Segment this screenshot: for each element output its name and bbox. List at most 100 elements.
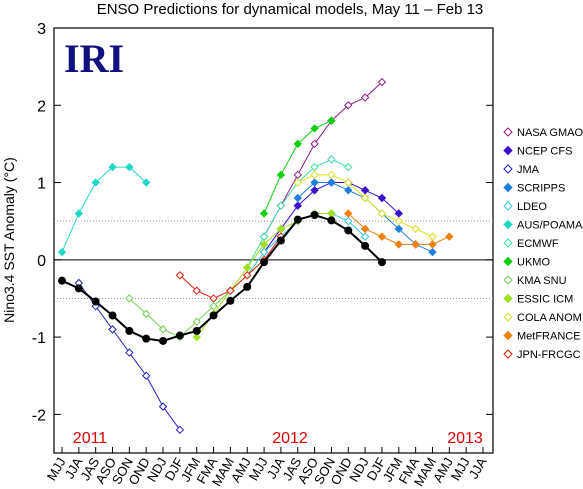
- point: [125, 294, 134, 303]
- point: [293, 178, 302, 187]
- y-tick-label: 0: [37, 253, 46, 270]
- point: [344, 226, 353, 235]
- point: [293, 170, 302, 180]
- point: [360, 186, 370, 195]
- point: [411, 240, 420, 249]
- point: [394, 209, 404, 218]
- x-tick-label: JJA: [466, 455, 490, 482]
- point: [344, 162, 353, 172]
- point: [158, 325, 168, 334]
- brand: IRI: [64, 36, 124, 81]
- legend-label: UKMO: [517, 257, 550, 269]
- point: [428, 232, 437, 241]
- point: [327, 216, 336, 225]
- point: [327, 116, 336, 125]
- legend-marker: [503, 256, 513, 267]
- point: [259, 247, 269, 257]
- point: [209, 301, 218, 311]
- series-line: [61, 213, 383, 342]
- series-line: [61, 166, 147, 253]
- point: [74, 284, 83, 293]
- point: [125, 162, 134, 172]
- point: [209, 311, 218, 320]
- point: [159, 336, 168, 345]
- point: [192, 286, 201, 295]
- point: [377, 193, 387, 203]
- legend-marker: [503, 312, 513, 322]
- point: [377, 258, 386, 267]
- point: [394, 216, 404, 226]
- legend-label: NASA GMAO: [517, 127, 583, 139]
- point: [243, 282, 252, 291]
- point: [360, 193, 370, 203]
- point: [293, 193, 302, 203]
- point: [276, 201, 286, 210]
- point: [344, 178, 353, 187]
- point: [327, 178, 336, 187]
- point: [394, 240, 404, 249]
- point: [141, 371, 151, 380]
- legend-marker: [503, 219, 513, 230]
- point: [243, 263, 252, 272]
- legend-marker: [503, 182, 513, 193]
- point: [344, 186, 353, 195]
- point: [192, 317, 201, 326]
- y-tick-label: -2: [32, 407, 46, 424]
- point: [226, 286, 235, 295]
- legend-label: ESSIC ICM: [517, 294, 573, 306]
- y-tick-label: 2: [37, 98, 46, 115]
- point: [344, 209, 353, 218]
- point: [142, 334, 151, 343]
- point: [327, 170, 336, 180]
- point: [276, 236, 285, 245]
- point: [226, 296, 235, 305]
- legend-label: JMA: [517, 164, 540, 176]
- point: [344, 101, 353, 110]
- legend-label: ECMWF: [517, 238, 559, 250]
- point: [310, 139, 319, 149]
- point: [377, 77, 387, 87]
- point: [377, 209, 387, 218]
- point: [411, 224, 420, 234]
- legend-label: SCRIPPS: [517, 183, 565, 195]
- point: [91, 178, 100, 187]
- point: [125, 326, 134, 335]
- point: [327, 155, 336, 164]
- legend-marker: [503, 164, 513, 174]
- point: [310, 124, 319, 133]
- point: [310, 178, 319, 187]
- y-axis-label: Nino3.4 SST Anomaly (°C): [1, 157, 17, 323]
- point: [310, 170, 319, 180]
- point: [361, 241, 370, 250]
- point: [91, 297, 100, 306]
- legend-label: JPN-FRCGC: [517, 349, 581, 361]
- point: [428, 247, 437, 257]
- legend-marker: [503, 293, 513, 304]
- plot-frame: [53, 27, 494, 454]
- point: [310, 186, 319, 195]
- point: [260, 258, 269, 267]
- legend-marker: [503, 201, 513, 211]
- point: [344, 216, 353, 226]
- legend-marker: [503, 127, 513, 137]
- point: [259, 240, 269, 249]
- point: [394, 224, 404, 234]
- series-line: [196, 212, 332, 338]
- legend-label: AUS/POAMA: [517, 220, 583, 232]
- point: [108, 311, 117, 320]
- point: [360, 224, 370, 234]
- point: [175, 425, 185, 435]
- point: [141, 178, 151, 187]
- point: [327, 209, 336, 218]
- point: [175, 331, 184, 340]
- year-label: 2013: [447, 430, 483, 447]
- chart-title: ENSO Predictions for dynamical models, M…: [97, 1, 484, 18]
- point: [428, 240, 437, 249]
- legend-marker: [503, 330, 513, 341]
- point: [259, 232, 269, 241]
- year-label: 2012: [272, 430, 308, 447]
- point: [125, 348, 134, 357]
- legend-label: LDEO: [517, 201, 547, 213]
- legend-marker: [503, 238, 513, 248]
- point: [293, 215, 302, 224]
